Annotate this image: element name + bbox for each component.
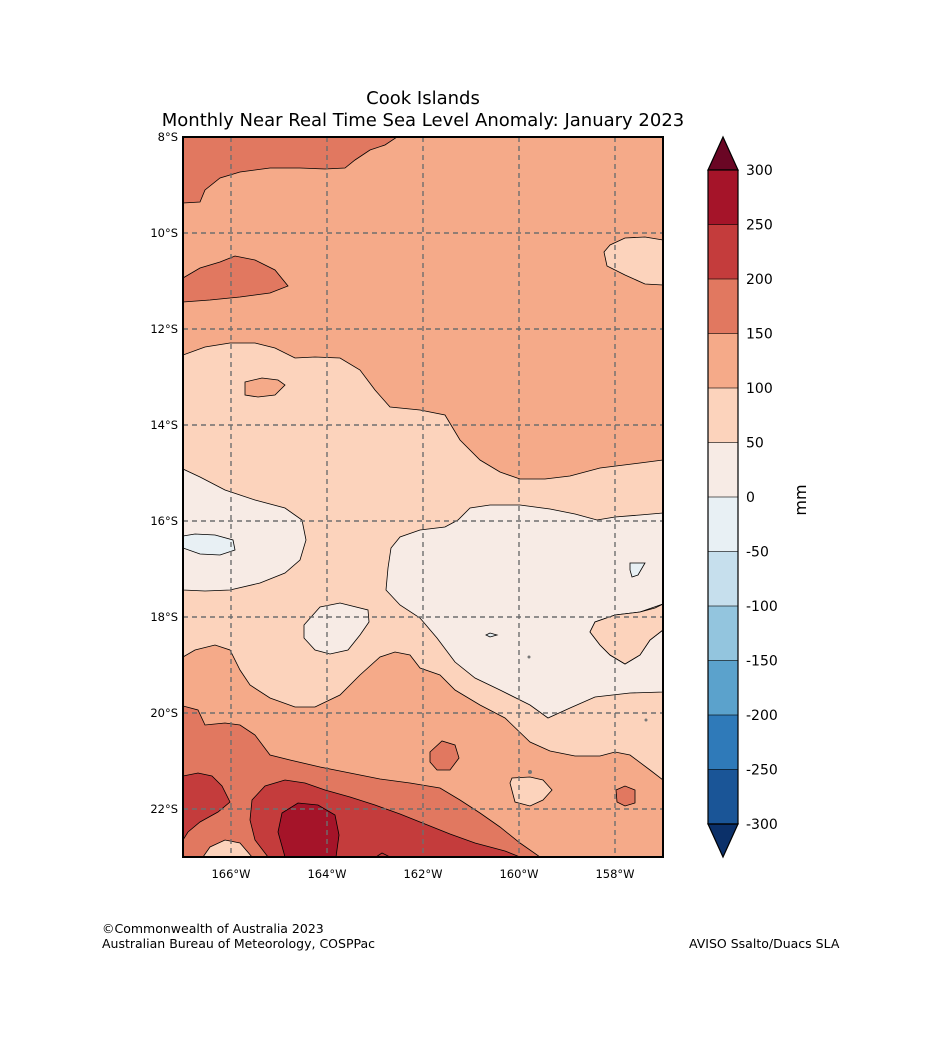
colorbar-tick-label: -250 [746, 763, 778, 779]
colorbar-tick-label: 150 [746, 327, 773, 343]
contour-150-200-tongue [183, 255, 289, 303]
contour-0-50-central [303, 602, 370, 655]
latitude-labels: 8°S 10°S 12°S 14°S 16°S 18°S 20°S 22°S [150, 130, 178, 816]
island-markers [527, 655, 648, 774]
copyright-line: ©Commonwealth of Australia 2023 [102, 921, 324, 936]
lat-label: 18°S [150, 610, 178, 624]
colorbar-cell [707, 224, 739, 280]
colorbar-cell [707, 769, 739, 825]
colorbar-tick-label: -150 [746, 654, 778, 670]
colorbar-cell [707, 496, 739, 553]
contour-100-150-island [244, 377, 286, 398]
colorbar-cell [707, 387, 739, 444]
data-source: AVISO Ssalto/Duacs SLA [689, 936, 840, 951]
colorbar-unit-label: mm [791, 484, 810, 515]
colorbar-cell [707, 278, 739, 335]
colorbar-cell [707, 333, 739, 389]
contour-50-100-ne [603, 236, 663, 286]
colorbar-tick-label: 100 [746, 381, 773, 397]
contour-50-100-south [509, 776, 553, 807]
lon-label: 162°W [403, 867, 442, 881]
colorbar-cell [707, 660, 739, 716]
contour-50-100-sw-corner [202, 839, 253, 857]
contour-neg50-0-west [183, 533, 236, 556]
lat-label: 14°S [150, 418, 178, 432]
colorbar-frame [707, 169, 739, 825]
lat-label: 22°S [150, 802, 178, 816]
map-frame [182, 136, 664, 858]
agency-line: Australian Bureau of Meteorology, COSPPa… [102, 936, 375, 951]
colorbar-tick-label: 0 [746, 490, 755, 506]
colorbar-over-arrow [707, 135, 739, 171]
lon-label: 160°W [499, 867, 538, 881]
lat-label: 8°S [158, 130, 178, 144]
credits: ©Commonwealth of Australia 2023 Australi… [102, 921, 375, 951]
colorbar-cell [707, 169, 739, 226]
colorbar-cell [707, 551, 739, 607]
island-marker [527, 655, 531, 659]
contour-50-100-east [589, 603, 663, 665]
colorbar-cell [707, 605, 739, 662]
colorbar: 300 250 200 150 100 50 0 -50 -100 -150 -200 -250 -30… [707, 135, 810, 859]
colorbar-tick-label: -100 [746, 599, 778, 615]
contour-150-200-islet [429, 740, 460, 771]
graticule [183, 137, 663, 857]
contour-0-50-west [183, 468, 307, 592]
contour-neg50-0-small [485, 632, 499, 638]
colorbar-tick-label: 50 [746, 436, 764, 452]
map-subtitle: Monthly Near Real Time Sea Level Anomaly… [161, 110, 685, 131]
colorbar-tick-label: 300 [746, 163, 773, 179]
contour-200-250-west [183, 772, 231, 841]
contour-250-300 [277, 802, 340, 857]
colorbar-cell [707, 714, 739, 771]
lon-label: 164°W [307, 867, 346, 881]
contour-150-200-islet-2 [615, 785, 636, 807]
island-marker [644, 718, 648, 722]
colorbar-under-arrow [707, 823, 739, 859]
lon-label: 166°W [211, 867, 250, 881]
colorbar-tick-label: -50 [746, 545, 769, 561]
colorbar-tick-label: 200 [746, 272, 773, 288]
colorbar-tick-label: 250 [746, 218, 773, 234]
island-marker [528, 770, 532, 774]
colorbar-ticks: 300 250 200 150 100 50 0 -50 -100 -150 -200 -250 -30… [746, 163, 778, 833]
longitude-labels: 166°W 164°W 162°W 160°W 158°W [211, 867, 634, 881]
colorbar-cells [707, 169, 739, 825]
lat-label: 10°S [150, 226, 178, 240]
map-title: Cook Islands [366, 88, 480, 109]
lat-label: 12°S [150, 322, 178, 336]
contour-neg50-0-east [629, 562, 646, 578]
lon-label: 158°W [595, 867, 634, 881]
colorbar-cell [707, 442, 739, 498]
colorbar-tick-label: -200 [746, 708, 778, 724]
contour-150-200-north [183, 137, 398, 204]
colorbar-tick-label: -300 [746, 817, 778, 833]
lat-label: 16°S [150, 514, 178, 528]
lat-label: 20°S [150, 706, 178, 720]
